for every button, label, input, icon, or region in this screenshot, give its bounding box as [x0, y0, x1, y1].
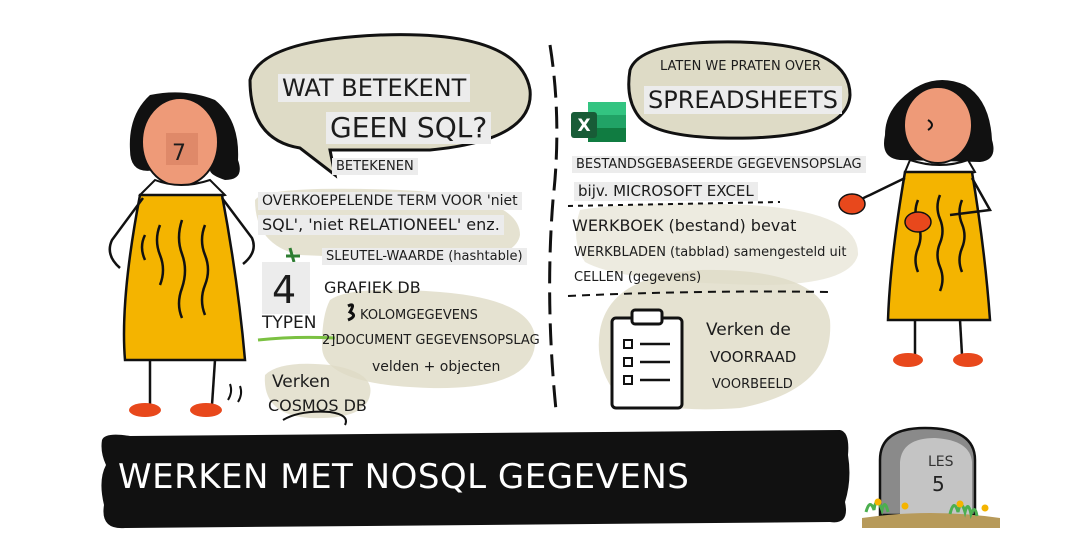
count-box: [262, 262, 310, 314]
types-label: TYPEN: [262, 313, 317, 333]
dashed-line: [567, 290, 831, 297]
excel-logo-icon: X: [571, 102, 626, 142]
clipboard-checklist-icon: [610, 308, 684, 410]
types-count: 4: [272, 268, 297, 312]
left-bubble-line2: GEEN SQL?: [326, 112, 492, 144]
title-banner: [101, 430, 850, 529]
list-marker-icon: [286, 247, 300, 263]
section-divider: [548, 44, 559, 411]
lesson-label: LES: [928, 454, 954, 470]
type-item: GRAFIEK DB: [324, 278, 421, 297]
lesson-number: 5: [932, 472, 945, 496]
type-item: KOLOMGEGEVENS: [360, 308, 478, 323]
means-label: BETEKENEN: [332, 158, 418, 175]
example-label: bijv. MICROSOFT EXCEL: [574, 182, 758, 201]
list-marker-icon: [347, 303, 355, 322]
badge-number: 7: [172, 141, 186, 166]
underline-accent: [257, 335, 336, 342]
cosmos-blob: [264, 363, 371, 419]
cosmos-line2: COSMOS DB: [268, 396, 367, 415]
left-speech-bubble: [248, 33, 532, 179]
banner-title: WERKEN MET NOSQL GEGEVENS: [118, 457, 690, 497]
left-bubble-line1: WAT BETEKENT: [278, 74, 471, 102]
inventory-line2: VOORRAAD: [710, 348, 797, 366]
storage-label: BESTANDSGEBASEERDE GEGEVENSOPSLAG: [572, 156, 866, 173]
underline-swoosh: [282, 410, 347, 426]
type-item: 2]DOCUMENT GEGEVENSOPSLAG: [322, 333, 540, 348]
cells-label: CELLEN (gegevens): [574, 270, 702, 285]
type-item: SLEUTEL-WAARDE (hashtable): [322, 248, 527, 265]
inventory-line3: VOORBEELD: [712, 377, 793, 392]
gravestone-icon: [862, 426, 1000, 528]
types-blob: [321, 289, 536, 389]
definition-line2: SQL', 'niet RELATIONEEL' enz.: [258, 215, 504, 235]
workbook-label: WERKBOEK (bestand) bevat: [572, 216, 797, 235]
left-character-icon: [108, 92, 255, 417]
inventory-line1: Verken de: [706, 320, 791, 340]
right-bubble-line1: LATEN WE PRATEN OVER: [660, 59, 822, 74]
right-bubble-line2: SPREADSHEETS: [644, 86, 842, 114]
definition-line1: OVERKOEPELENDE TERM VOOR 'niet: [258, 192, 522, 210]
fields-note: velden + objecten: [372, 359, 501, 375]
svg-text:X: X: [577, 116, 590, 136]
cosmos-line1: Verken: [272, 372, 331, 392]
workbook-blob: [576, 203, 859, 285]
right-character-icon: [838, 80, 994, 367]
sheets-label: WERKBLADEN (tabblad) samengesteld uit: [574, 245, 847, 260]
